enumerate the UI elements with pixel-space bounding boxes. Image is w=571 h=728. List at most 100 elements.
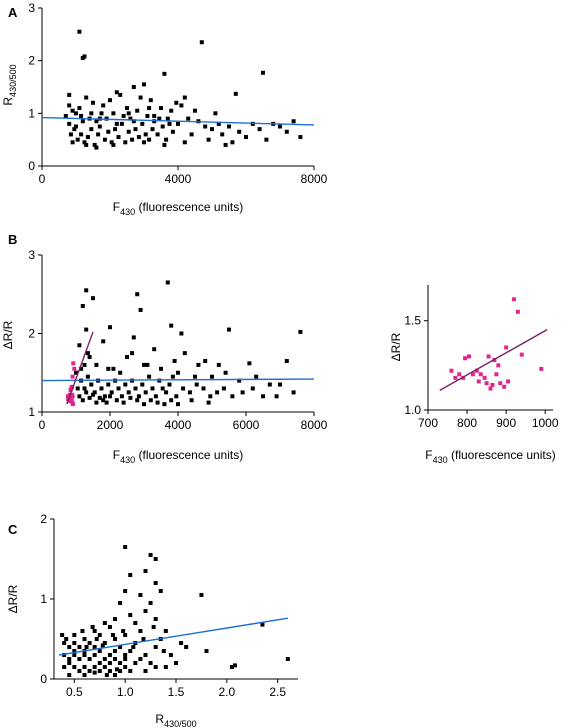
data-point-magenta bbox=[519, 352, 524, 357]
data-point bbox=[196, 362, 201, 367]
data-point bbox=[153, 617, 158, 621]
data-point bbox=[99, 111, 104, 116]
data-point bbox=[216, 121, 221, 126]
data-point bbox=[77, 657, 82, 661]
data-point bbox=[167, 382, 172, 387]
data-point bbox=[128, 649, 133, 653]
data-point bbox=[97, 661, 102, 665]
data-point bbox=[82, 386, 87, 391]
regression-line-purple bbox=[439, 329, 548, 391]
data-point bbox=[118, 370, 123, 375]
data-point-magenta bbox=[478, 372, 483, 377]
data-point bbox=[82, 140, 87, 145]
data-point bbox=[94, 362, 99, 367]
data-point bbox=[101, 103, 106, 108]
data-point bbox=[204, 649, 209, 653]
data-point bbox=[181, 386, 186, 391]
data-point bbox=[74, 111, 78, 116]
data-point-magenta bbox=[453, 375, 458, 380]
data-point bbox=[97, 669, 102, 673]
data-point bbox=[106, 129, 111, 134]
data-point bbox=[170, 374, 175, 379]
data-point bbox=[199, 593, 204, 597]
data-point bbox=[116, 135, 121, 140]
data-point bbox=[131, 85, 136, 89]
data-point bbox=[203, 124, 208, 129]
data-point bbox=[215, 390, 220, 395]
data-point bbox=[250, 386, 255, 391]
data-point bbox=[291, 119, 296, 124]
x-tick-label: 1.0 bbox=[117, 685, 134, 699]
data-point bbox=[80, 629, 85, 633]
x-tick-label: 4000 bbox=[165, 172, 192, 186]
y-axis-label: R430/500 bbox=[1, 64, 18, 105]
data-point bbox=[84, 288, 89, 293]
data-point-magenta bbox=[467, 354, 472, 359]
data-point bbox=[77, 106, 82, 111]
data-point bbox=[151, 625, 156, 629]
data-point bbox=[138, 95, 143, 100]
data-point bbox=[67, 661, 72, 665]
data-point bbox=[201, 386, 206, 391]
data-point bbox=[233, 91, 238, 96]
data-point bbox=[169, 398, 174, 403]
data-point bbox=[74, 370, 78, 375]
data-point bbox=[164, 137, 169, 142]
data-point bbox=[213, 111, 218, 116]
data-point bbox=[68, 132, 73, 137]
data-point bbox=[143, 569, 148, 573]
data-point-magenta bbox=[474, 368, 479, 373]
data-point-magenta bbox=[496, 363, 501, 368]
data-point bbox=[133, 386, 138, 391]
x-axis-label: F430 (fluorescence units) bbox=[113, 200, 243, 217]
data-point bbox=[119, 394, 124, 399]
data-point bbox=[153, 581, 158, 585]
data-point bbox=[237, 129, 242, 134]
data-point bbox=[220, 132, 225, 137]
data-point bbox=[90, 625, 95, 629]
data-point-magenta bbox=[490, 383, 495, 387]
data-point bbox=[141, 637, 146, 641]
data-point bbox=[186, 116, 191, 121]
data-point bbox=[80, 119, 85, 124]
data-point bbox=[77, 394, 82, 399]
y-tick-label: 1.5 bbox=[404, 314, 421, 328]
data-point bbox=[148, 601, 153, 605]
data-point bbox=[82, 362, 87, 367]
y-tick-label: 0 bbox=[40, 672, 47, 686]
x-tick-label: 2.5 bbox=[269, 685, 286, 699]
data-point bbox=[118, 92, 123, 97]
data-point bbox=[121, 400, 126, 405]
x-tick-label: 1000 bbox=[532, 416, 559, 430]
data-point bbox=[142, 402, 146, 407]
data-point bbox=[77, 669, 82, 673]
x-tick-label: 0 bbox=[39, 172, 46, 186]
data-point bbox=[159, 106, 163, 111]
x-tick-label: 2.0 bbox=[218, 685, 235, 699]
data-point bbox=[182, 140, 187, 145]
x-tick-label: 800 bbox=[457, 416, 477, 430]
data-point bbox=[142, 362, 146, 367]
data-point-magenta bbox=[463, 356, 468, 361]
data-point bbox=[67, 103, 72, 108]
data-point bbox=[179, 103, 184, 108]
data-point bbox=[84, 645, 89, 649]
data-point-magenta bbox=[482, 375, 487, 380]
data-point bbox=[77, 645, 82, 649]
data-point bbox=[160, 386, 165, 391]
data-point bbox=[148, 98, 153, 103]
data-point bbox=[67, 645, 72, 649]
data-point bbox=[203, 358, 208, 363]
x-tick-label: 8000 bbox=[301, 172, 328, 186]
data-point bbox=[87, 641, 92, 645]
data-point bbox=[99, 386, 104, 391]
data-point bbox=[184, 645, 189, 649]
data-point bbox=[113, 673, 117, 677]
x-tick-label: 4000 bbox=[165, 418, 192, 432]
data-point bbox=[232, 663, 237, 668]
data-point bbox=[162, 142, 167, 147]
data-point bbox=[77, 29, 82, 34]
panel-c: 0.5 1.0 1.5 2.0 2.5 0 1 2 R430/500 ΔR/R bbox=[6, 512, 298, 728]
data-point bbox=[260, 622, 265, 627]
